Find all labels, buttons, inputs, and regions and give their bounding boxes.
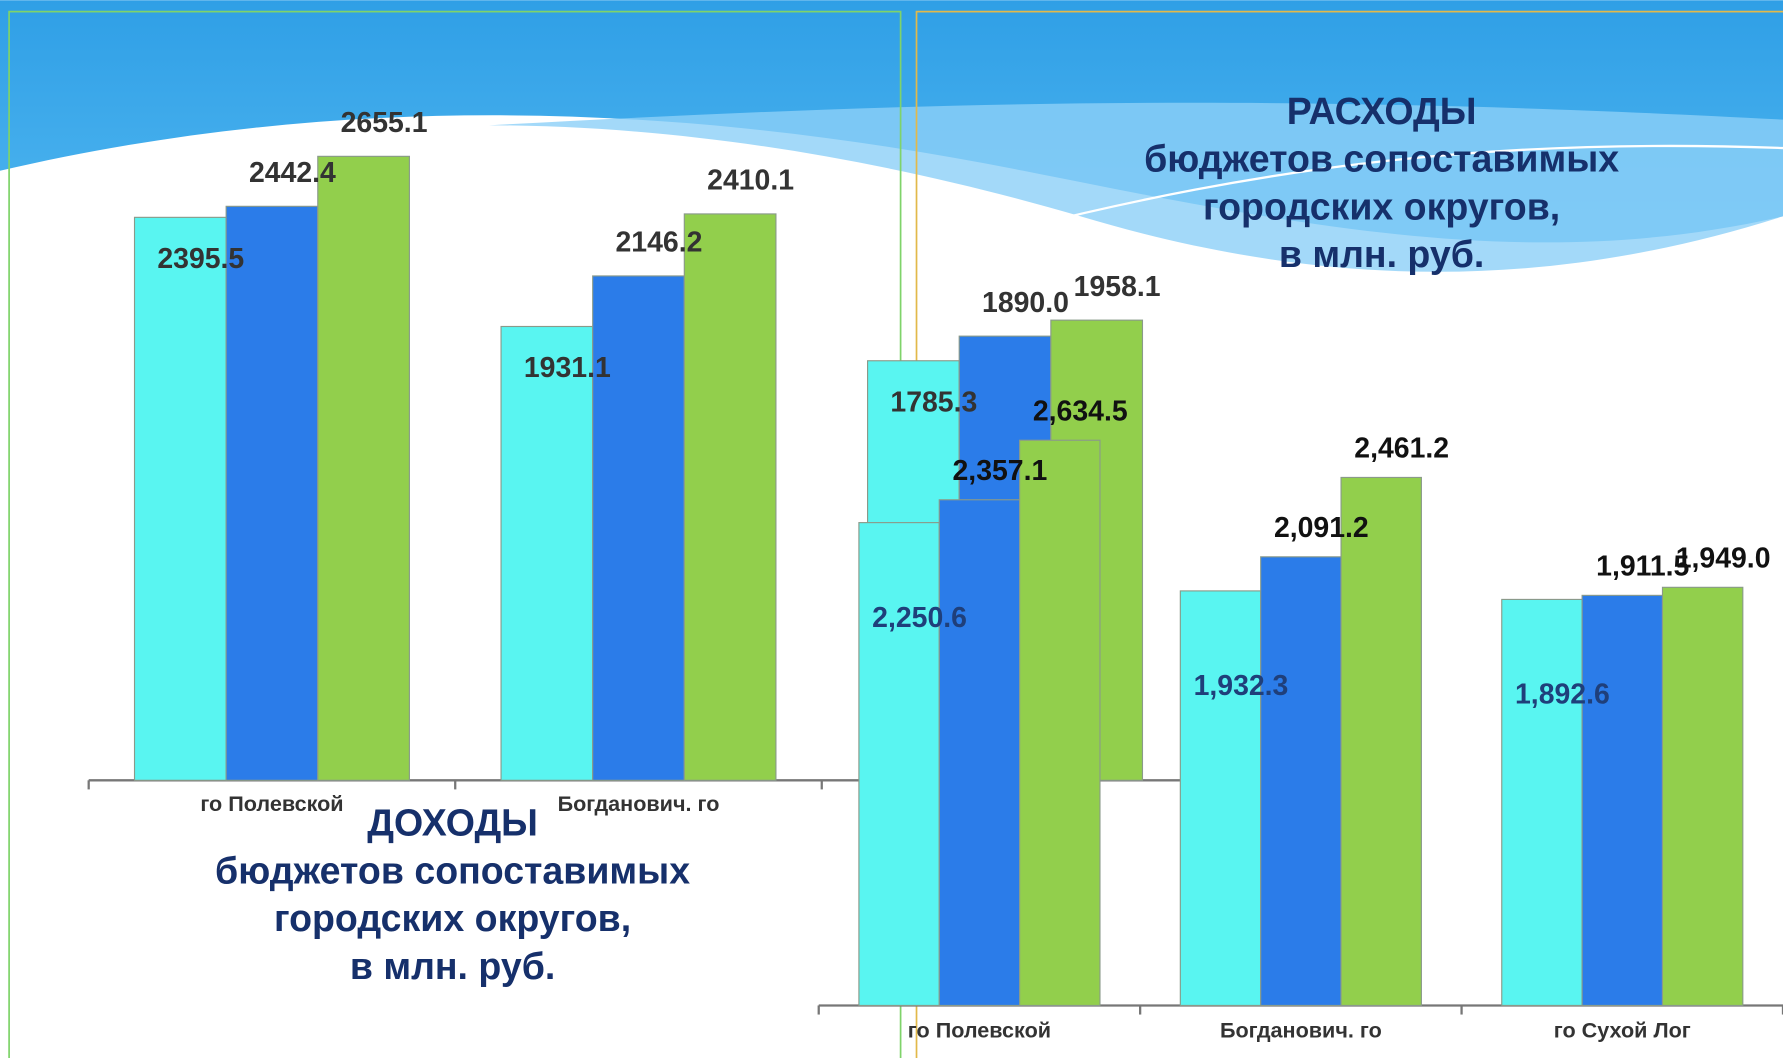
value-label: 1931.1 xyxy=(524,352,611,384)
bar xyxy=(858,522,940,1007)
value-label: 1958.1 xyxy=(1074,271,1161,303)
value-label: 1785.3 xyxy=(890,386,977,418)
bar xyxy=(1260,556,1342,1007)
chart-title: городских округов, xyxy=(1203,185,1560,227)
value-label: 1,932.3 xyxy=(1194,670,1289,702)
value-label: 1,892.6 xyxy=(1515,679,1610,711)
bar xyxy=(1501,598,1583,1007)
x-tick-label: го Сухой Лог xyxy=(1554,1017,1691,1042)
value-label: 1890.0 xyxy=(982,287,1069,319)
value-label: 1,949.0 xyxy=(1676,543,1771,575)
value-label: 2,634.5 xyxy=(1033,395,1128,427)
bar xyxy=(317,155,410,781)
bar xyxy=(500,325,594,781)
value-label: 2442.4 xyxy=(249,157,336,189)
chart-title: в млн. руб. xyxy=(1279,233,1484,275)
value-label: 2395.5 xyxy=(157,243,244,275)
wave-line xyxy=(1023,144,1783,229)
bar xyxy=(133,216,227,781)
value-label: 2,250.6 xyxy=(872,602,967,634)
wave-light xyxy=(488,102,1783,272)
value-label: 2,091.2 xyxy=(1274,512,1369,544)
bar xyxy=(683,213,777,781)
value-label: 2,461.2 xyxy=(1354,433,1449,465)
value-label: 2146.2 xyxy=(616,227,703,259)
chart-title: бюджетов сопоставимых xyxy=(1144,138,1619,180)
bar xyxy=(1661,586,1744,1007)
x-tick-label: го Полевской xyxy=(200,791,343,816)
bar xyxy=(1581,594,1664,1007)
chart-title: в млн. руб. xyxy=(350,945,555,987)
value-label: 2655.1 xyxy=(341,107,428,139)
value-label: 2,357.1 xyxy=(953,455,1048,487)
bar xyxy=(1340,476,1422,1007)
chart-title: бюджетов сопоставимых xyxy=(215,849,690,891)
chart-title: РАСХОДЫ xyxy=(1287,90,1477,132)
x-tick-label: Богданович. го xyxy=(1220,1017,1382,1042)
chart-title: ДОХОДЫ xyxy=(367,802,538,844)
bar xyxy=(1019,439,1101,1007)
bar xyxy=(938,499,1021,1007)
bar xyxy=(1179,590,1262,1007)
x-tick-label: Богданович. го xyxy=(558,791,720,816)
x-tick-label: го Полевской xyxy=(908,1017,1051,1042)
value-label: 1,911.5 xyxy=(1596,551,1689,583)
value-label: 2410.1 xyxy=(707,165,794,197)
chart-title: городских округов, xyxy=(274,897,631,939)
bar xyxy=(225,205,319,781)
